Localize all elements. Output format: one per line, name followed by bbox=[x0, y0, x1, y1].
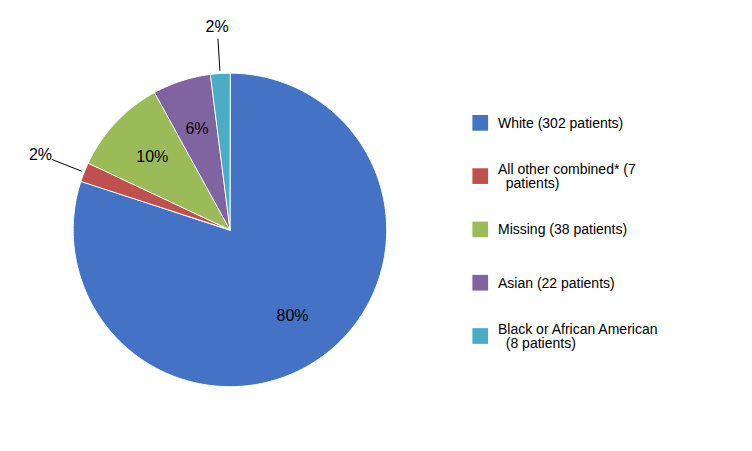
svg-text:Missing (38 patients): Missing (38 patients) bbox=[498, 221, 627, 237]
svg-text:10%: 10% bbox=[136, 148, 168, 165]
svg-text:Asian (22 patients): Asian (22 patients) bbox=[498, 275, 615, 291]
svg-text:6%: 6% bbox=[185, 120, 208, 137]
svg-text:Black or African American (8: Black or African American (8 patients) bbox=[498, 321, 658, 351]
svg-text:2%: 2% bbox=[206, 18, 229, 35]
svg-text:All other combined* (7 patien: All other combined* (7 patients) bbox=[498, 161, 636, 191]
svg-text:White (302 patients): White (302 patients) bbox=[498, 115, 623, 131]
svg-text:80%: 80% bbox=[277, 307, 309, 324]
svg-text:2%: 2% bbox=[29, 146, 52, 163]
